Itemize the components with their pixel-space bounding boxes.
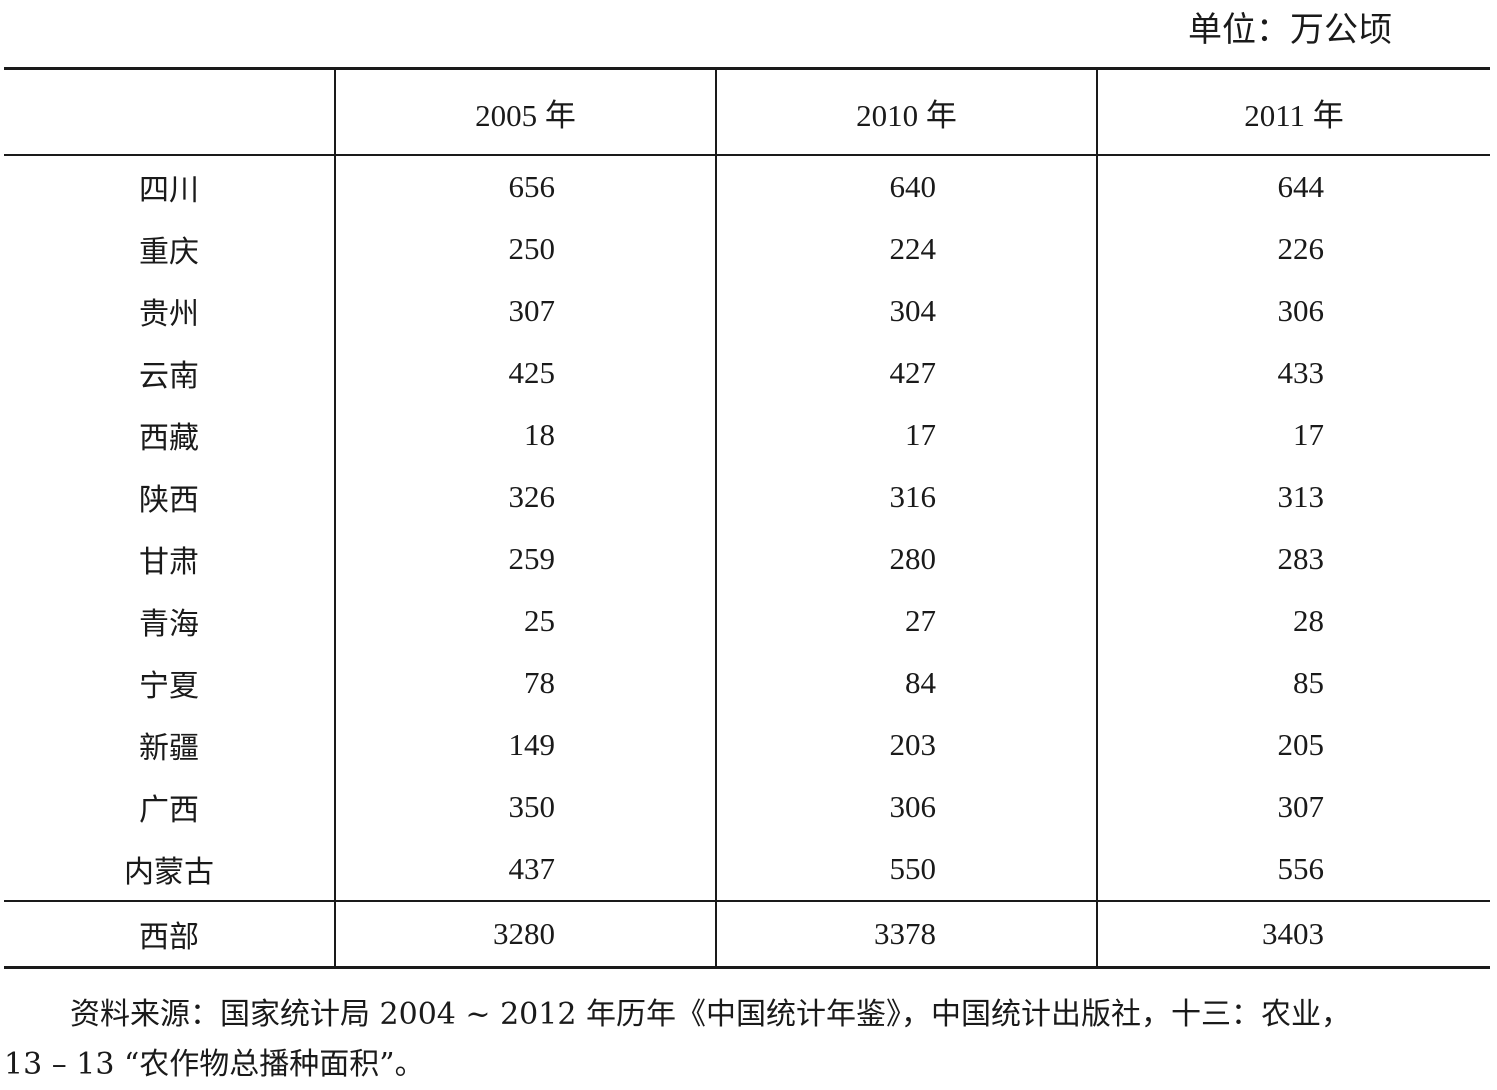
source-note: 资料来源：国家统计局 2004 ~ 2012 年历年《中国统计年鉴》，中国统计出… — [4, 990, 1492, 1090]
region-name: 新疆 — [4, 714, 336, 776]
value-2010: 304 — [716, 280, 1098, 342]
value-2005: 149 — [335, 714, 717, 776]
value-2011: 644 — [1277, 169, 1325, 204]
value-2005: 437 — [335, 838, 717, 901]
value-2010: 27 — [716, 590, 1098, 652]
table-row: 甘肃 259 280 283 — [4, 528, 1490, 590]
value-2005: 250 — [335, 218, 717, 280]
value-2011: 85 — [1293, 665, 1324, 700]
table-row: 内蒙古 437 550 556 — [4, 838, 1490, 901]
table-row: 四川 656 640 644 — [4, 155, 1490, 218]
value-2011: 283 — [1277, 541, 1325, 576]
value-2010: 316 — [716, 466, 1098, 528]
region-name: 甘肃 — [4, 528, 336, 590]
value-2005: 656 — [335, 155, 717, 218]
header-2005: 2005 年 — [335, 67, 717, 156]
table-row: 贵州 307 304 306 — [4, 280, 1490, 342]
table-row: 宁夏 78 84 85 — [4, 652, 1490, 714]
header-2011: 2011 年 — [1097, 67, 1490, 156]
value-2010: 550 — [716, 838, 1098, 901]
value-2010: 306 — [716, 776, 1098, 838]
value-2005: 350 — [335, 776, 717, 838]
value-2010: 640 — [716, 155, 1098, 218]
sown-area-table: 2005 年 2010 年 2011 年 四川 656 640 644 重庆 2… — [4, 67, 1490, 969]
region-name: 广西 — [4, 776, 336, 838]
value-2011: 205 — [1277, 727, 1325, 762]
total-2005: 3280 — [335, 900, 717, 969]
value-2005: 425 — [335, 342, 717, 404]
unit-label: 单位：万公顷 — [1188, 10, 1392, 50]
value-2011: 28 — [1293, 603, 1324, 638]
value-2005: 307 — [335, 280, 717, 342]
value-2011: 226 — [1277, 231, 1325, 266]
header-row: 2005 年 2010 年 2011 年 — [4, 67, 1490, 156]
header-2010: 2010 年 — [716, 67, 1098, 156]
value-2010: 203 — [716, 714, 1098, 776]
source-note-line-2: 13 – 13 “农作物总播种面积”。 — [4, 1047, 425, 1082]
region-name: 陕西 — [4, 466, 336, 528]
value-2010: 17 — [716, 404, 1098, 466]
value-2010: 224 — [716, 218, 1098, 280]
value-2011: 433 — [1277, 355, 1325, 390]
value-2010: 427 — [716, 342, 1098, 404]
total-2011: 3403 — [1097, 900, 1490, 969]
value-2011: 556 — [1277, 851, 1325, 886]
table-row: 青海 25 27 28 — [4, 590, 1490, 652]
region-name: 青海 — [4, 590, 336, 652]
region-name: 重庆 — [4, 218, 336, 280]
value-2005: 326 — [335, 466, 717, 528]
value-2011: 307 — [1277, 789, 1325, 824]
header-region — [4, 67, 336, 156]
value-2005: 25 — [335, 590, 717, 652]
value-2011: 306 — [1277, 293, 1325, 328]
region-name: 贵州 — [4, 280, 336, 342]
table-row: 西藏 18 17 17 — [4, 404, 1490, 466]
value-2011: 313 — [1277, 479, 1325, 514]
value-2005: 259 — [335, 528, 717, 590]
table-row: 云南 425 427 433 — [4, 342, 1490, 404]
total-2010: 3378 — [716, 900, 1098, 969]
total-region-name: 西部 — [4, 900, 336, 969]
value-2011: 17 — [1293, 417, 1324, 452]
region-name: 云南 — [4, 342, 336, 404]
value-2010: 280 — [716, 528, 1098, 590]
region-name: 西藏 — [4, 404, 336, 466]
region-name: 宁夏 — [4, 652, 336, 714]
total-row: 西部 3280 3378 3403 — [4, 900, 1490, 969]
value-2005: 18 — [335, 404, 717, 466]
source-note-line-1: 资料来源：国家统计局 2004 ~ 2012 年历年《中国统计年鉴》，中国统计出… — [70, 997, 1351, 1032]
value-2005: 78 — [335, 652, 717, 714]
value-2010: 84 — [716, 652, 1098, 714]
table-row: 广西 350 306 307 — [4, 776, 1490, 838]
table-row: 陕西 326 316 313 — [4, 466, 1490, 528]
table-row: 新疆 149 203 205 — [4, 714, 1490, 776]
region-name: 四川 — [4, 155, 336, 218]
table-row: 重庆 250 224 226 — [4, 218, 1490, 280]
region-name: 内蒙古 — [4, 838, 336, 901]
